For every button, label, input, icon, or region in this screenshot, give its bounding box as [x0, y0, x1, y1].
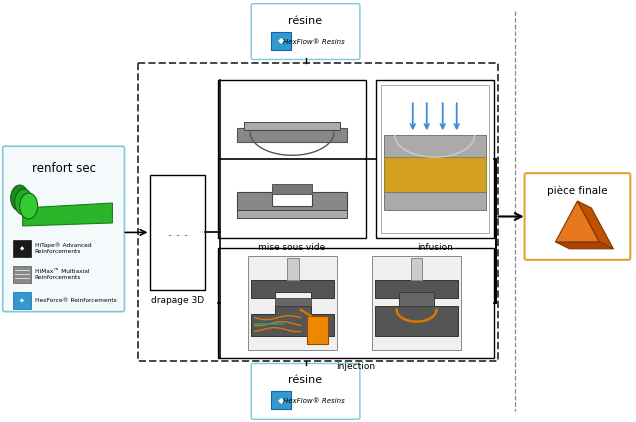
Text: . . .: . . .	[168, 226, 188, 239]
Bar	[287, 258, 298, 280]
Text: ◆: ◆	[20, 246, 24, 251]
Ellipse shape	[20, 193, 38, 219]
Text: pièce finale: pièce finale	[547, 185, 607, 195]
Bar	[384, 135, 486, 157]
Text: ✦: ✦	[18, 297, 25, 303]
Bar	[399, 292, 434, 306]
Polygon shape	[555, 201, 599, 242]
Polygon shape	[23, 203, 113, 226]
Text: mise sous vide: mise sous vide	[258, 243, 326, 252]
Text: injection: injection	[336, 362, 375, 371]
Bar	[371, 256, 461, 349]
Bar	[271, 391, 291, 409]
Bar	[244, 122, 340, 130]
Bar	[13, 266, 31, 283]
FancyBboxPatch shape	[3, 146, 125, 312]
Ellipse shape	[15, 189, 32, 215]
Polygon shape	[577, 201, 613, 249]
Bar	[13, 240, 31, 257]
Bar	[150, 175, 205, 290]
Text: ◆: ◆	[278, 396, 284, 405]
Polygon shape	[375, 298, 459, 335]
Bar	[381, 85, 488, 233]
Bar	[376, 81, 494, 238]
Polygon shape	[251, 280, 335, 298]
Bar	[139, 63, 497, 360]
Bar	[237, 128, 347, 142]
Polygon shape	[237, 192, 347, 210]
Polygon shape	[251, 306, 335, 335]
Bar	[13, 292, 31, 308]
Bar	[275, 298, 310, 306]
FancyBboxPatch shape	[251, 4, 360, 60]
Bar	[384, 157, 486, 192]
Bar	[237, 210, 347, 218]
Text: résine: résine	[289, 376, 322, 385]
FancyBboxPatch shape	[525, 173, 630, 260]
FancyBboxPatch shape	[251, 363, 360, 419]
Text: HexForce® Reinforcements: HexForce® Reinforcements	[34, 298, 116, 303]
Bar	[384, 192, 486, 210]
Text: résine: résine	[289, 16, 322, 26]
Bar	[247, 256, 338, 349]
Bar	[218, 248, 494, 357]
Text: HiTape® Advanced
Reinforcements: HiTape® Advanced Reinforcements	[34, 243, 91, 254]
Text: HiMax™ Multiaxial
Reinforcements: HiMax™ Multiaxial Reinforcements	[34, 269, 89, 280]
Text: drapage 3D: drapage 3D	[151, 296, 204, 305]
Polygon shape	[375, 280, 459, 298]
Polygon shape	[555, 242, 613, 249]
Bar	[271, 32, 291, 49]
Bar	[410, 258, 422, 280]
Text: ◆: ◆	[278, 36, 284, 45]
Text: HexFlow® Resins: HexFlow® Resins	[282, 38, 344, 45]
Bar	[272, 184, 312, 194]
Text: renfort sec: renfort sec	[32, 162, 95, 175]
Bar	[218, 81, 366, 238]
Text: HexFlow® Resins: HexFlow® Resins	[282, 398, 344, 404]
Text: infusion: infusion	[417, 243, 453, 252]
Bar	[307, 316, 329, 344]
Ellipse shape	[11, 185, 29, 211]
